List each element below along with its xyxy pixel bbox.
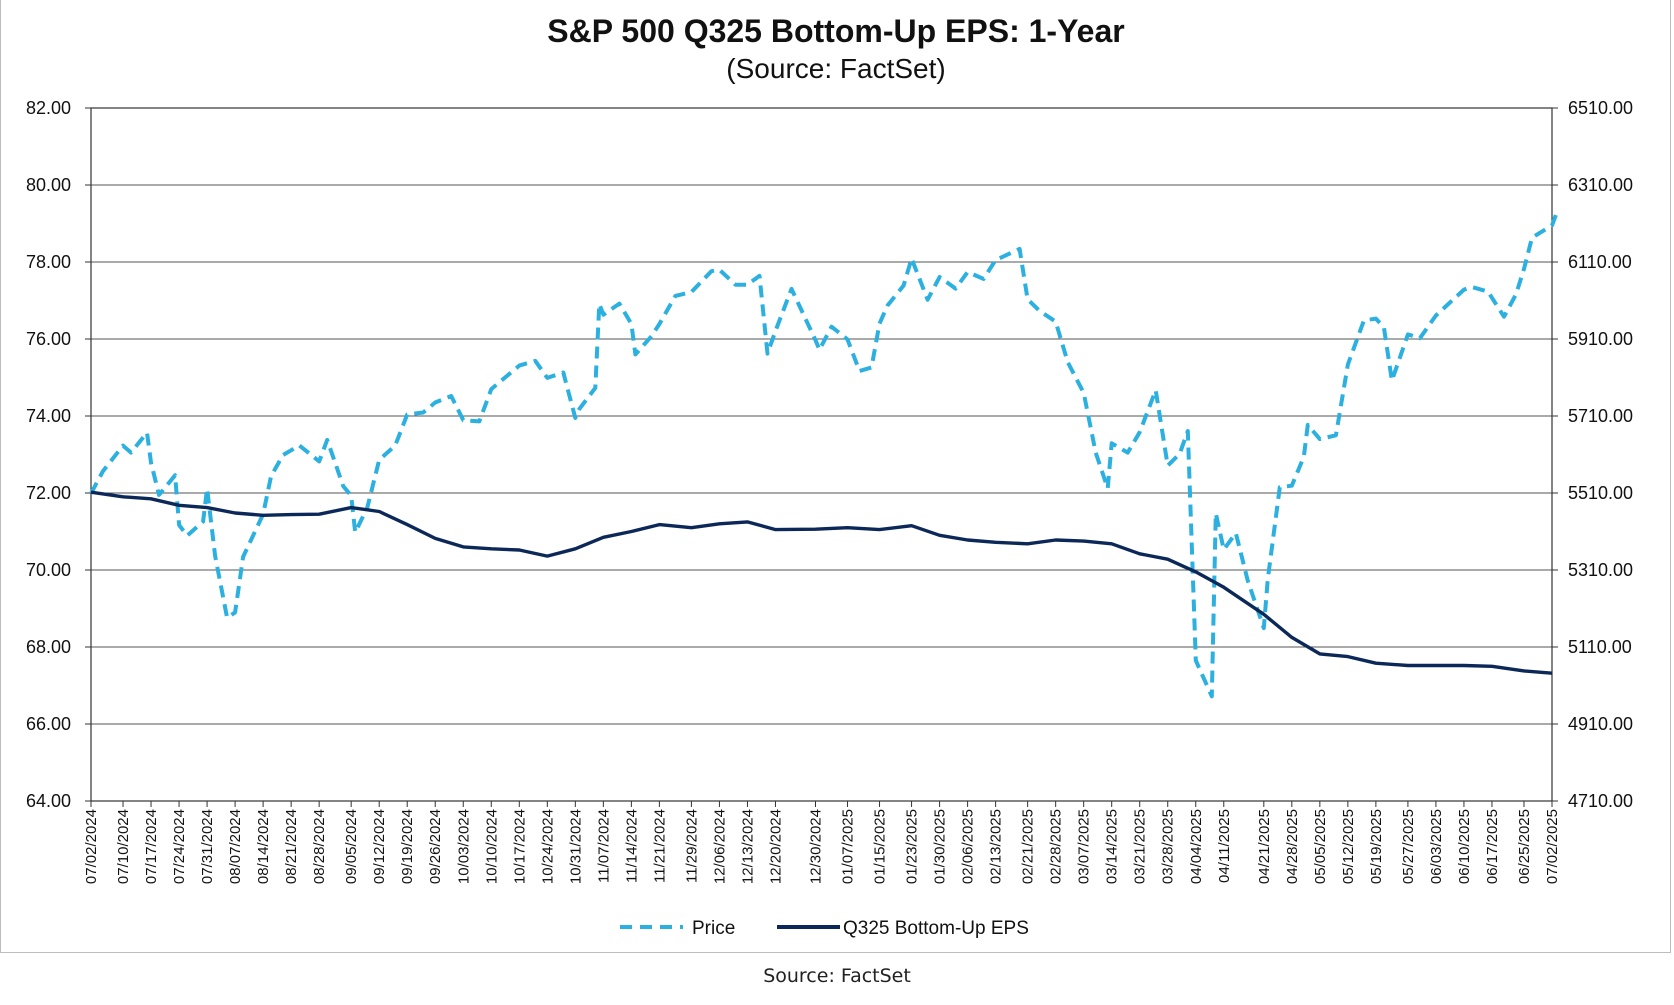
plot-area <box>90 107 1553 802</box>
x-tick-label: 07/02/2025 <box>1544 809 1561 884</box>
x-tick-label: 12/20/2024 <box>767 809 784 884</box>
line-chart: S&P 500 Q325 Bottom-Up EPS: 1-Year (Sour… <box>26 13 1633 939</box>
x-tick-label: 05/27/2025 <box>1400 809 1417 884</box>
x-tick-label: 04/11/2025 <box>1216 809 1233 883</box>
x-tick-label: 10/17/2024 <box>511 809 528 884</box>
right-tick-label: 5710.00 <box>1568 406 1633 426</box>
x-tick-label: 08/14/2024 <box>255 809 272 884</box>
x-tick-label: 08/28/2024 <box>311 809 328 884</box>
x-tick-label: 08/21/2024 <box>283 809 300 884</box>
left-tick-label: 74.00 <box>26 406 71 426</box>
right-axis-ticks: 4710.00 4910.00 5110.00 5310.00 5510.00 5710.… <box>1552 98 1633 811</box>
x-tick-label: 02/06/2025 <box>960 809 977 884</box>
x-tick-label: 04/28/2025 <box>1284 809 1301 884</box>
x-tick-label: 05/05/2025 <box>1312 809 1329 884</box>
x-tick-label: 04/04/2025 <box>1188 809 1205 884</box>
right-tick-label: 4910.00 <box>1568 714 1633 734</box>
x-tick-label: 09/26/2024 <box>427 809 444 884</box>
x-tick-label: 02/13/2025 <box>988 809 1005 884</box>
x-tick-label: 03/28/2025 <box>1160 809 1177 884</box>
x-tick-label: 11/14/2024 <box>623 809 640 883</box>
chart-title: S&P 500 Q325 Bottom-Up EPS: 1-Year <box>547 13 1124 49</box>
gridlines <box>91 184 1552 725</box>
x-tick-label: 06/03/2025 <box>1428 809 1445 884</box>
right-tick-label: 6310.00 <box>1568 175 1633 195</box>
x-axis-ticks: 07/02/2024 07/10/2024 07/17/2024 07/24/2024… <box>83 801 1561 884</box>
x-tick-label: 12/06/2024 <box>711 809 728 884</box>
x-tick-label: 01/07/2025 <box>840 809 857 884</box>
x-tick-label: 12/13/2024 <box>739 809 756 884</box>
legend-price-label: Price <box>692 918 735 939</box>
x-tick-label: 11/07/2024 <box>595 809 612 883</box>
left-tick-label: 78.00 <box>26 252 71 272</box>
x-tick-label: 01/15/2025 <box>872 809 889 884</box>
x-tick-label: 10/31/2024 <box>567 809 584 884</box>
x-tick-label: 07/17/2024 <box>143 809 160 884</box>
left-tick-label: 76.00 <box>26 329 71 349</box>
left-tick-label: 68.00 <box>26 637 71 657</box>
chart-subtitle: (Source: FactSet) <box>726 53 945 84</box>
x-tick-label: 06/10/2025 <box>1456 809 1473 884</box>
x-tick-label: 09/05/2024 <box>343 809 360 884</box>
x-tick-label: 03/21/2025 <box>1132 809 1149 884</box>
left-tick-label: 72.00 <box>26 483 71 503</box>
chart-frame <box>0 0 1671 953</box>
x-tick-label: 10/10/2024 <box>483 809 500 884</box>
x-tick-label: 09/12/2024 <box>371 809 388 884</box>
x-tick-label: 05/12/2025 <box>1340 809 1357 884</box>
x-tick-label: 10/03/2024 <box>455 809 472 884</box>
legend-eps-label: Q325 Bottom-Up EPS <box>843 918 1029 939</box>
left-tick-label: 80.00 <box>26 175 71 195</box>
x-tick-label: 01/23/2025 <box>904 809 921 884</box>
x-tick-label: 03/14/2025 <box>1104 809 1121 884</box>
footer-source: Source: FactSet <box>763 965 911 987</box>
x-tick-label: 01/30/2025 <box>932 809 949 884</box>
right-tick-label: 5310.00 <box>1568 560 1633 580</box>
x-tick-label: 06/17/2025 <box>1484 809 1501 884</box>
x-tick-label: 05/19/2025 <box>1368 809 1385 884</box>
x-tick-label: 02/28/2025 <box>1048 809 1065 884</box>
right-tick-label: 5110.00 <box>1568 637 1632 657</box>
left-tick-label: 66.00 <box>26 714 71 734</box>
x-tick-label: 06/25/2025 <box>1516 809 1533 884</box>
left-axis-ticks: 64.00 66.00 68.00 70.00 72.00 74.00 76.00 78.00… <box>26 98 91 811</box>
right-tick-label: 5910.00 <box>1568 329 1633 349</box>
eps-series-line <box>90 490 1553 675</box>
right-tick-label: 4710.00 <box>1568 791 1633 811</box>
x-tick-label: 07/31/2024 <box>199 809 216 884</box>
x-tick-label: 08/07/2024 <box>227 809 244 884</box>
x-tick-label: 10/24/2024 <box>539 809 556 884</box>
left-tick-label: 70.00 <box>26 560 71 580</box>
x-tick-label: 04/21/2025 <box>1256 809 1273 884</box>
series-layer <box>89 213 1558 699</box>
price-series-line <box>89 213 1558 699</box>
x-tick-label: 11/29/2024 <box>683 809 700 883</box>
left-tick-label: 64.00 <box>26 791 71 811</box>
right-tick-label: 5510.00 <box>1568 483 1633 503</box>
x-tick-label: 09/19/2024 <box>399 809 416 884</box>
x-tick-label: 11/21/2024 <box>651 809 668 883</box>
x-tick-label: 02/21/2025 <box>1020 809 1037 884</box>
x-tick-label: 07/10/2024 <box>115 809 132 884</box>
x-tick-label: 07/02/2024 <box>83 809 100 884</box>
x-tick-label: 03/07/2025 <box>1076 809 1093 884</box>
right-tick-label: 6110.00 <box>1568 252 1632 272</box>
right-tick-label: 6510.00 <box>1568 98 1633 118</box>
x-tick-label: 12/30/2024 <box>807 809 824 884</box>
x-tick-label: 07/24/2024 <box>171 809 188 884</box>
left-tick-label: 82.00 <box>26 98 71 118</box>
legend: Price Q325 Bottom-Up EPS <box>620 918 1029 939</box>
